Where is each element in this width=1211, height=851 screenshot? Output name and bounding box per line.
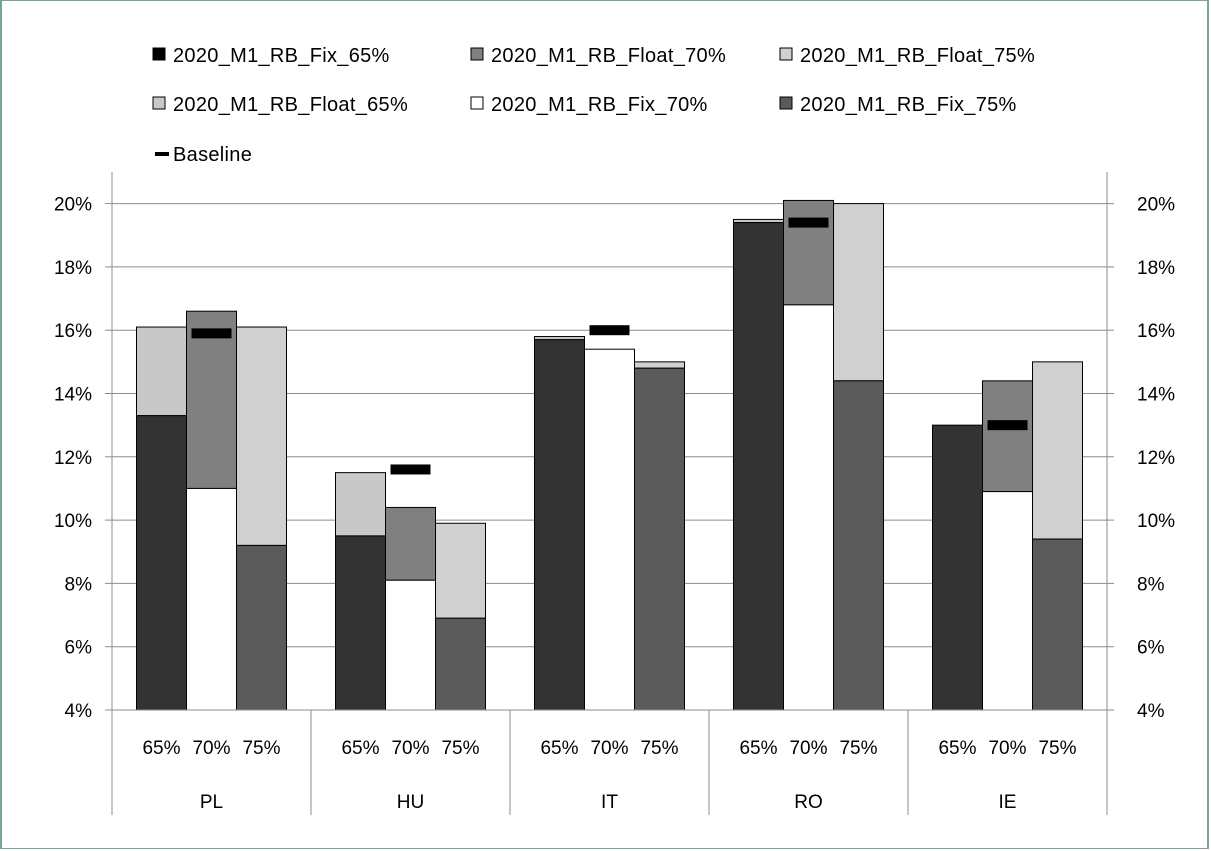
bar-float-segment: [335, 472, 386, 537]
bar-tick-label: 65%: [739, 738, 777, 759]
y-tick-label-left: 10%: [54, 511, 92, 532]
bar-fix-segment: [534, 339, 585, 711]
bar-fix-segment: [385, 579, 436, 711]
bar-tick-label: 70%: [590, 738, 628, 759]
y-tick-label-left: 4%: [65, 701, 93, 722]
bar-fix-segment: [236, 544, 287, 711]
axes: 4% 4% 6% 6% 8% 8% 10% 10% 12% 12% 14% 14% 16% 16% 18% 1…: [54, 172, 1175, 815]
bar-float-segment: [783, 199, 834, 306]
bar-fix-segment: [1032, 538, 1083, 711]
y-tick-label-left: 12%: [54, 448, 92, 469]
y-tick-label-left: 8%: [65, 574, 93, 595]
baseline-marker: [589, 325, 630, 336]
legend-label: 2020_M1_RB_Float_75%: [800, 45, 1035, 67]
y-tick-label-right: 16%: [1137, 321, 1175, 342]
baseline-marker: [987, 420, 1028, 431]
legend: 2020_M1_RB_Fix_65% 2020_M1_RB_Float_70% 20…: [152, 45, 1035, 166]
bar-fix-segment: [634, 367, 685, 711]
bar-tick-label: 70%: [789, 738, 827, 759]
baseline-marker: [788, 217, 829, 228]
bar-float-segment: [236, 326, 287, 546]
bar-fix-segment: [584, 348, 635, 711]
legend-label: 2020_M1_RB_Float_65%: [173, 94, 408, 116]
baselines: [191, 217, 1028, 475]
bars: [136, 199, 1083, 711]
y-tick-label-right: 10%: [1137, 511, 1175, 532]
bar-float-segment: [634, 361, 685, 369]
bar-fix-segment: [136, 415, 187, 711]
legend-label: 2020_M1_RB_Fix_70%: [491, 94, 708, 116]
bar-tick-label: 75%: [441, 738, 479, 759]
y-tick-label-right: 20%: [1137, 195, 1175, 216]
y-tick-label-right: 8%: [1137, 574, 1165, 595]
bar-float-segment: [1032, 361, 1083, 540]
legend-swatch: [152, 47, 166, 61]
bar-tick-label: 70%: [192, 738, 230, 759]
y-tick-label-right: 6%: [1137, 638, 1165, 659]
legend-label: 2020_M1_RB_Fix_65%: [173, 45, 390, 67]
bar-tick-label: 75%: [1038, 738, 1076, 759]
bar-fix-segment: [186, 487, 237, 711]
bar-fix-segment: [335, 535, 386, 711]
y-tick-label-right: 4%: [1137, 701, 1165, 722]
legend-swatch: [779, 47, 793, 61]
country-label: IE: [999, 792, 1017, 813]
bar-tick-label: 75%: [640, 738, 678, 759]
legend-label: Baseline: [173, 144, 252, 166]
bar-fix-segment: [733, 222, 784, 711]
country-label: IT: [601, 792, 618, 813]
bar-tick-label: 70%: [391, 738, 429, 759]
bar-tick-label: 65%: [540, 738, 578, 759]
y-tick-label-left: 18%: [54, 258, 92, 279]
legend-label: 2020_M1_RB_Fix_75%: [800, 94, 1017, 116]
legend-swatch-line: [155, 152, 169, 156]
legend-swatch: [470, 47, 484, 61]
bar-fix-segment: [932, 424, 983, 711]
legend-swatch: [470, 96, 484, 110]
y-tick-label-left: 14%: [54, 385, 92, 406]
y-tick-label-right: 18%: [1137, 258, 1175, 279]
bar-float-segment: [136, 326, 187, 417]
country-label: HU: [397, 792, 424, 813]
bar-fix-segment: [982, 491, 1033, 711]
y-tick-label-right: 14%: [1137, 385, 1175, 406]
y-tick-label-left: 16%: [54, 321, 92, 342]
bar-fix-segment: [435, 617, 486, 711]
bar-tick-label: 65%: [142, 738, 180, 759]
legend-swatch: [152, 96, 166, 110]
bar-float-segment: [982, 380, 1033, 493]
bar-tick-label: 75%: [839, 738, 877, 759]
y-tick-label-left: 6%: [65, 638, 93, 659]
country-label: RO: [794, 792, 823, 813]
y-tick-label-right: 12%: [1137, 448, 1175, 469]
bar-fix-segment: [833, 380, 884, 711]
y-tick-label-left: 20%: [54, 195, 92, 216]
bar-tick-label: 75%: [242, 738, 280, 759]
bar-tick-label: 70%: [988, 738, 1026, 759]
bar-float-segment: [435, 522, 486, 619]
bar-tick-label: 65%: [938, 738, 976, 759]
bar-fix-segment: [783, 304, 834, 711]
baseline-marker: [191, 328, 232, 339]
bar-tick-label: 65%: [341, 738, 379, 759]
bar-float-segment: [385, 506, 436, 581]
legend-swatch: [779, 96, 793, 110]
legend-label: 2020_M1_RB_Float_70%: [491, 45, 726, 67]
baseline-marker: [390, 464, 431, 475]
bar-float-segment: [833, 203, 884, 382]
country-label: PL: [200, 792, 223, 813]
